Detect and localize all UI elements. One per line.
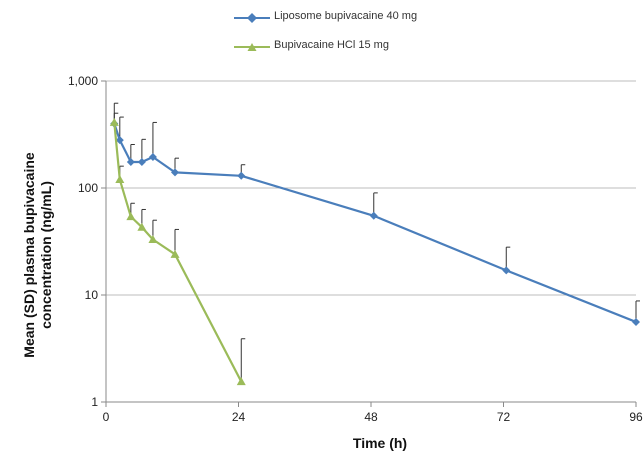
data-point-liposome [137,157,146,166]
y-tick-label: 100 [78,181,98,195]
x-tick-label: 96 [629,410,643,424]
series-hcl [109,112,246,386]
x-tick-label: 0 [103,410,110,424]
series-line-liposome [113,123,637,323]
y-tick-label: 1,000 [68,74,98,88]
data-point-liposome [115,136,124,145]
data-point-hcl [170,249,180,258]
x-axis-title: Time (h) [353,435,407,451]
x-tick-label: 24 [232,410,246,424]
data-point-liposome [237,171,246,180]
legend-item-hcl: Bupivacaine HCl 15 mg [234,37,494,57]
data-point-hcl [109,117,119,126]
legend: Liposome bupivacaine 40 mg Bupivacaine H… [234,8,494,66]
data-point-liposome [502,266,511,275]
y-axis-title-line2: concentration (ng/mL) [38,181,54,329]
legend-marker-hcl [247,43,257,51]
data-point-hcl [126,212,136,221]
axes-layer [101,80,637,407]
y-axis-title-line1: Mean (SD) plasma bupivacaine [21,152,37,358]
labels-layer: 1 10 100 1,000 0 24 48 72 96 [68,74,643,424]
data-point-liposome [148,152,157,161]
data-point-liposome [369,211,378,220]
data-point-hcl [148,235,158,244]
x-tick-label: 48 [364,410,378,424]
data-point-liposome [632,317,640,326]
legend-marker-liposome [247,13,257,23]
y-axis-title-group: Mean (SD) plasma bupivacaine concentrati… [21,152,54,358]
y-tick-label: 1 [91,395,98,409]
x-tick-label: 72 [497,410,511,424]
grid-layer [106,80,636,296]
legend-label-liposome: Liposome bupivacaine 40 mg [274,10,418,22]
data-point-hcl [137,222,147,231]
data-point-liposome [126,157,135,166]
data-point-liposome [171,168,180,177]
legend-item-liposome: Liposome bupivacaine 40 mg [234,8,494,28]
y-tick-label: 10 [85,288,99,302]
data-point-hcl [236,377,246,386]
data-point-hcl [115,175,125,184]
series-liposome [110,102,640,326]
legend-label-hcl: Bupivacaine HCl 15 mg [274,39,389,51]
series-layer [109,102,640,386]
